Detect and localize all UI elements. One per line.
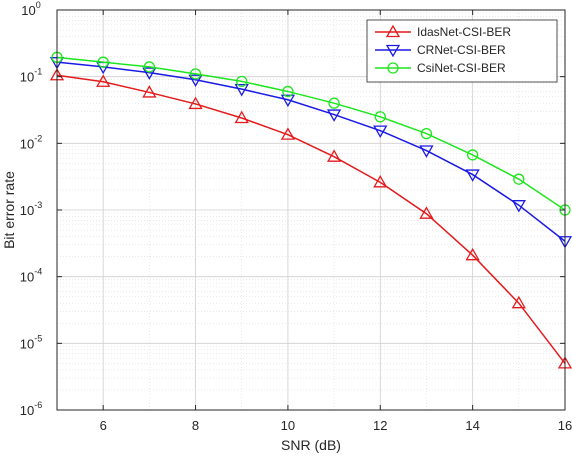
data-point (465, 247, 480, 261)
legend-marker (385, 24, 401, 38)
data-point (142, 67, 157, 80)
data-point (96, 74, 111, 87)
data-point (328, 97, 340, 109)
y-tick-label: 10-2 (20, 133, 42, 151)
legend-marker (385, 44, 401, 58)
ticks: 100 10-1 10-2 10-3 10-4 10-5 10-6 6 8 10 12 14 16 (20, 0, 572, 433)
legend-item: CRNet-CSI-BER (375, 43, 506, 58)
series-group (49, 51, 572, 369)
data-point (188, 74, 203, 88)
data-point (419, 206, 434, 219)
series-line (56, 56, 566, 211)
y-tick-label: 10-6 (20, 400, 42, 418)
data-point (373, 125, 388, 138)
data-point (513, 173, 525, 185)
x-tick-label: 8 (192, 418, 199, 433)
data-point (419, 145, 434, 158)
x-tick-label: 16 (558, 418, 572, 433)
data-point (282, 85, 294, 98)
data-point (234, 110, 249, 124)
y-tick-label: 100 (21, 0, 40, 18)
data-point (374, 111, 386, 123)
data-point (143, 61, 156, 73)
x-tick-label: 10 (281, 418, 295, 433)
data-point (97, 56, 109, 68)
data-point (466, 149, 479, 161)
data-point (511, 200, 526, 213)
data-point (326, 109, 342, 122)
x-tick-label: 6 (100, 418, 107, 433)
data-point (189, 68, 202, 80)
data-point (511, 295, 526, 309)
x-tick-label: 12 (373, 418, 387, 433)
data-point (188, 96, 203, 110)
legend: IdasNet-CSI-BER CRNet-CSI-BER CsiNet-CSI-B… (366, 19, 558, 83)
data-point (373, 175, 388, 188)
y-tick-label: 10-3 (20, 200, 42, 218)
data-point (420, 127, 433, 140)
series-line (56, 74, 566, 364)
y-axis-label: Bit error rate (1, 171, 17, 249)
legend-item: CsiNet-CSI-BER (375, 61, 506, 75)
data-point (234, 83, 249, 97)
legend-label: IdasNet-CSI-BER (417, 25, 511, 39)
legend-label: CsiNet-CSI-BER (417, 61, 506, 75)
data-point (236, 75, 248, 88)
y-tick-label: 10-5 (20, 333, 42, 351)
y-tick-label: 10-1 (20, 67, 42, 85)
data-point (142, 85, 157, 98)
data-point (465, 169, 480, 182)
legend-box (366, 19, 558, 83)
series-crnet-csi-ber (49, 57, 572, 249)
legend-item: IdasNet-CSI-BER (375, 24, 511, 39)
data-point (326, 149, 342, 162)
data-point (280, 94, 296, 108)
series-line (56, 61, 566, 242)
legend-label: CRNet-CSI-BER (417, 43, 506, 57)
x-axis-label: SNR (dB) (281, 437, 341, 453)
series-idasnet-csi-ber (49, 67, 572, 369)
data-point (280, 127, 296, 140)
x-tick-label: 14 (465, 418, 479, 433)
y-tick-label: 10-4 (20, 267, 42, 285)
legend-marker (387, 62, 399, 74)
